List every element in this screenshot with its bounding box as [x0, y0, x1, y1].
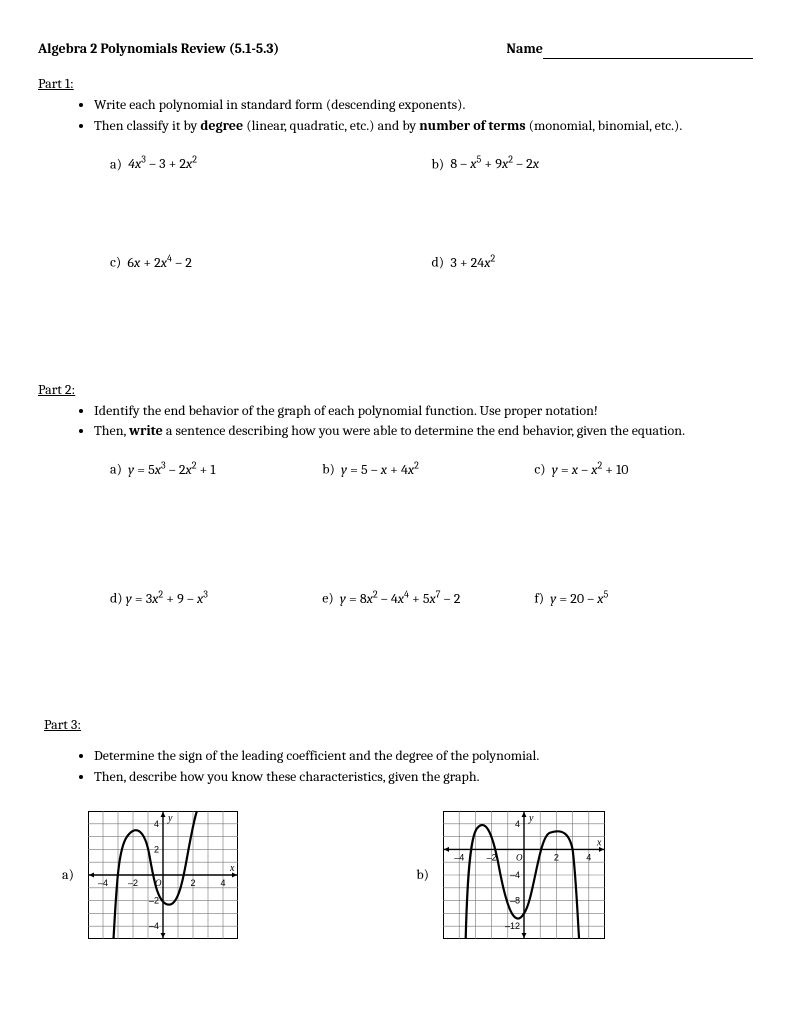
part1-item-d: d) 3 + 24x2 [432, 252, 754, 273]
part2-item-f: f) y = 20 – x5 [534, 588, 746, 609]
part3-bullet2: Then, describe how you know these charac… [94, 768, 753, 787]
part1-bullet1: Write each polynomial in standard form (… [94, 96, 753, 115]
svg-text:O: O [516, 852, 523, 862]
part3-label-a: a) [62, 866, 74, 885]
svg-text:4: 4 [515, 819, 520, 829]
graph-b: –4 –2 2 4 4 –4 –8 –12 x y O [443, 811, 605, 939]
part3-heading: Part 3: [38, 716, 753, 735]
svg-text:–2: –2 [149, 896, 159, 906]
svg-text:–4: –4 [454, 852, 464, 862]
svg-text:–2: –2 [128, 878, 138, 888]
svg-text:x: x [229, 863, 235, 874]
part3-label-b: b) [416, 866, 429, 885]
part2-item-c: c) y = x – x2 + 10 [534, 459, 746, 480]
part1-row1: a) 4x3 – 3 + 2x2 b) 8 – x5 + 9x2 – 2x [38, 154, 753, 175]
part2-instructions: Identify the end behavior of the graph o… [38, 402, 753, 442]
part2-row2: d) y = 3x2 + 9 – x3 e) y = 8x2 – 4x4 + 5… [38, 588, 753, 609]
part1-item-a: a) 4x3 – 3 + 2x2 [110, 154, 432, 175]
svg-text:–2: –2 [487, 852, 497, 862]
part1-item-b: b) 8 – x5 + 9x2 – 2x [432, 154, 754, 175]
graph-a: –4–224–4–224xyO [88, 811, 238, 939]
part2-bullet1: Identify the end behavior of the graph o… [94, 402, 753, 421]
svg-text:4: 4 [220, 878, 225, 888]
part3-graphs: a) –4–224–4–224xyO b) –4–2244–4–8–12xyO [38, 811, 753, 939]
part2-bullet2: Then, write a sentence describing how yo… [94, 422, 753, 441]
svg-text:–8: –8 [510, 896, 520, 906]
svg-text:2: 2 [190, 878, 195, 888]
svg-text:y: y [167, 813, 173, 824]
header: Algebra 2 Polynomials Review (5.1-5.3) N… [38, 40, 753, 59]
svg-text:2: 2 [154, 844, 159, 854]
part2-item-a: a) y = 5x3 – 2x2 + 1 [110, 459, 322, 480]
part1-heading: Part 1: [38, 75, 753, 94]
name-field: Name [506, 40, 753, 59]
svg-text:–4: –4 [149, 921, 159, 931]
svg-text:4: 4 [586, 852, 591, 862]
name-label: Name [506, 40, 543, 57]
svg-text:4: 4 [154, 819, 159, 829]
svg-text:2: 2 [554, 852, 559, 862]
svg-text:–4: –4 [510, 870, 520, 880]
svg-text:–4: –4 [98, 878, 108, 888]
part1-row2: c) 6x + 2x4 – 2 d) 3 + 24x2 [38, 252, 753, 273]
part3-bullet1: Determine the sign of the leading coeffi… [94, 747, 753, 766]
part1-bullet2: Then classify it by degree (linear, quad… [94, 117, 753, 136]
part2-item-d: d) y = 3x2 + 9 – x3 [110, 588, 322, 609]
part2-row1: a) y = 5x3 – 2x2 + 1 b) y = 5 – x + 4x2 … [38, 459, 753, 480]
part1-item-c: c) 6x + 2x4 – 2 [110, 252, 432, 273]
svg-text:x: x [596, 837, 602, 848]
svg-text:y: y [528, 813, 534, 824]
part2-heading: Part 2: [38, 381, 753, 400]
part3-instructions: Determine the sign of the leading coeffi… [38, 747, 753, 787]
part1-instructions: Write each polynomial in standard form (… [38, 96, 753, 136]
name-blank-line[interactable] [543, 58, 753, 59]
part2-item-e: e) y = 8x2 – 4x4 + 5x7 – 2 [322, 588, 534, 609]
part2-item-b: b) y = 5 – x + 4x2 [322, 459, 534, 480]
svg-text:–12: –12 [505, 921, 520, 931]
worksheet-title: Algebra 2 Polynomials Review (5.1-5.3) [38, 40, 279, 59]
